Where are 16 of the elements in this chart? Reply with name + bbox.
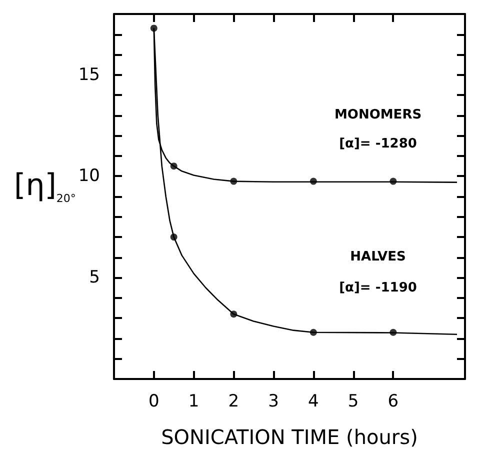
annotation: HALVES — [350, 250, 406, 264]
x-tick-label: 2 — [228, 392, 240, 412]
y-tick-label: 5 — [89, 268, 100, 288]
x-tick-label: 4 — [308, 392, 319, 412]
annotation: [α]= -1280 — [339, 136, 417, 152]
x-tick-label: 5 — [348, 392, 359, 412]
x-axis-title: SONICATION TIME (hours) — [161, 425, 418, 449]
x-tick-label: 6 — [388, 392, 399, 412]
x-tick-label: 3 — [268, 392, 279, 412]
annotation: MONOMERS — [334, 108, 422, 122]
y-tick-label: 15 — [78, 64, 100, 85]
x-tick-label: 0 — [148, 392, 160, 412]
y-tick-label: 10 — [78, 166, 100, 186]
x-tick-label: 1 — [188, 392, 200, 412]
annotation: [α]= -1190 — [339, 280, 417, 296]
y-axis-title: [η]$_{20°}$ — [14, 168, 76, 205]
